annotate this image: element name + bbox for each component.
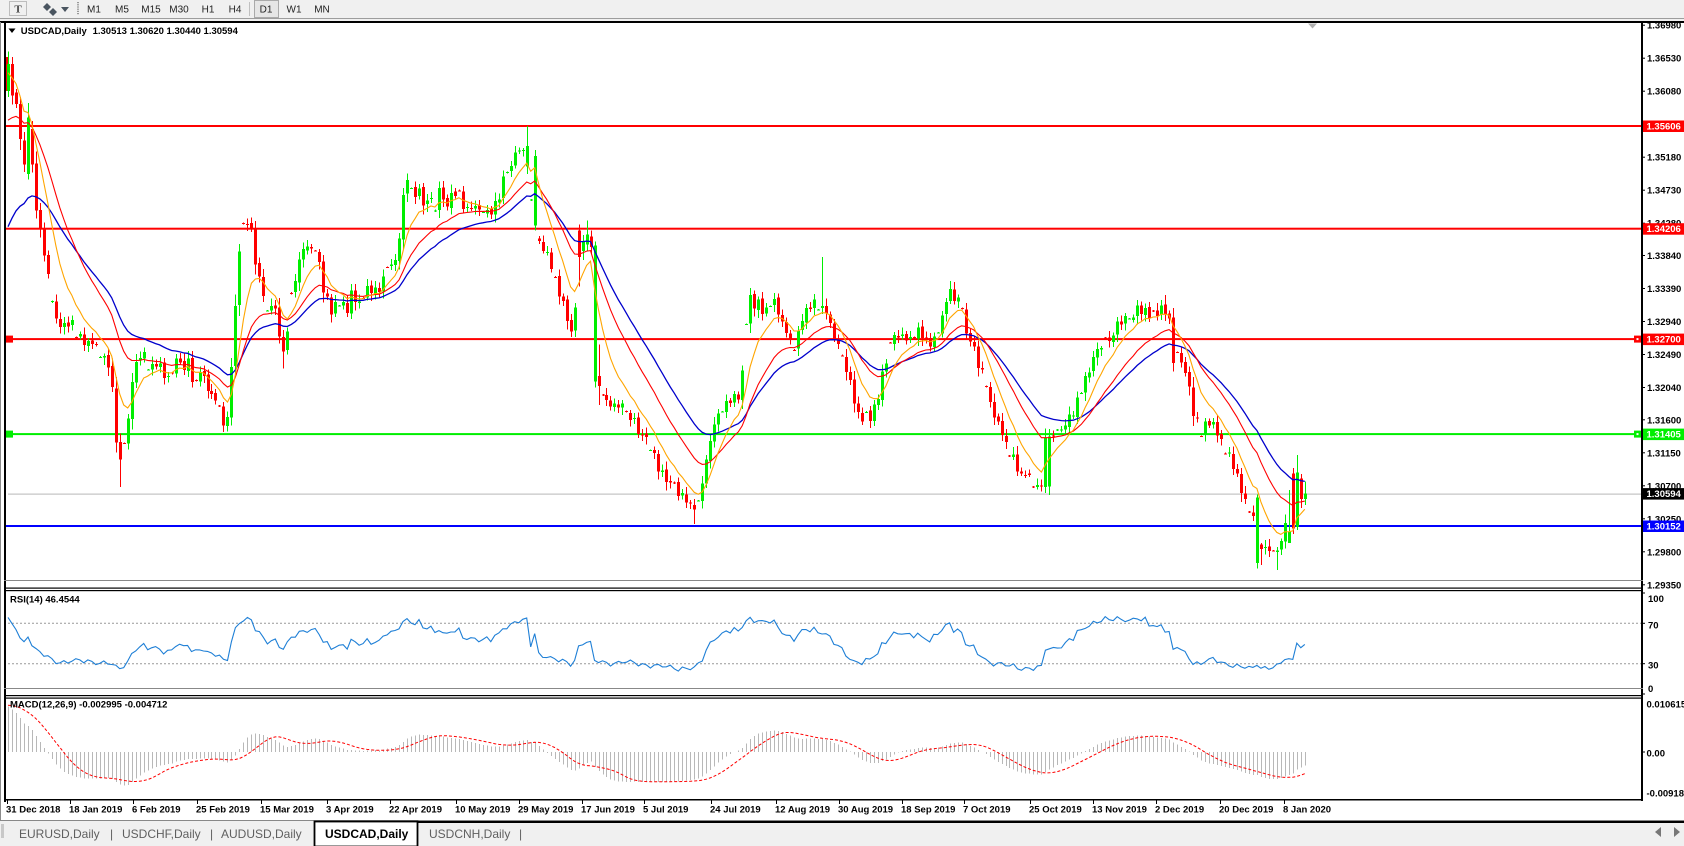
- svg-text:RSI(14) 46.4544: RSI(14) 46.4544: [10, 595, 80, 606]
- svg-text:0: 0: [1648, 684, 1653, 695]
- svg-text:|: |: [210, 827, 213, 841]
- svg-text:10 May 2019: 10 May 2019: [455, 805, 510, 816]
- svg-text:1.32700: 1.32700: [1647, 335, 1681, 346]
- svg-text:1.32490: 1.32490: [1647, 350, 1681, 361]
- svg-text:1.32940: 1.32940: [1647, 317, 1681, 328]
- svg-text:MACD(12,26,9) -0.002995 -0.004: MACD(12,26,9) -0.002995 -0.004712: [10, 700, 167, 711]
- svg-text:2 Dec 2019: 2 Dec 2019: [1155, 805, 1204, 816]
- svg-text:18 Sep 2019: 18 Sep 2019: [901, 805, 955, 816]
- svg-text:24 Jul 2019: 24 Jul 2019: [710, 805, 761, 816]
- svg-text:1.32040: 1.32040: [1647, 383, 1681, 394]
- svg-text:M1: M1: [87, 5, 101, 16]
- svg-text:AUDUSD,Daily: AUDUSD,Daily: [221, 827, 302, 841]
- svg-text:18 Jan 2019: 18 Jan 2019: [69, 805, 122, 816]
- svg-text:M5: M5: [115, 5, 129, 16]
- svg-text:1.35180: 1.35180: [1647, 153, 1681, 164]
- svg-text:8 Jan 2020: 8 Jan 2020: [1283, 805, 1331, 816]
- svg-text:H4: H4: [229, 5, 242, 16]
- svg-text:|: |: [519, 827, 522, 841]
- svg-text:1.30700: 1.30700: [1647, 481, 1681, 492]
- svg-text:1.34730: 1.34730: [1647, 186, 1681, 197]
- svg-text:1.33390: 1.33390: [1647, 284, 1681, 295]
- svg-text:30 Aug 2019: 30 Aug 2019: [838, 805, 893, 816]
- svg-text:15 Mar 2019: 15 Mar 2019: [260, 805, 314, 816]
- svg-text:5 Jul 2019: 5 Jul 2019: [643, 805, 688, 816]
- svg-text:1.31600: 1.31600: [1647, 415, 1681, 426]
- svg-text:1.35606: 1.35606: [1647, 122, 1681, 133]
- svg-text:25 Oct 2019: 25 Oct 2019: [1029, 805, 1082, 816]
- svg-text:1.30152: 1.30152: [1647, 522, 1681, 533]
- svg-text:MN: MN: [314, 5, 330, 16]
- svg-text:1.36980: 1.36980: [1647, 21, 1681, 32]
- svg-text:20 Dec 2019: 20 Dec 2019: [1219, 805, 1273, 816]
- svg-text:1.30513 1.30620 1.30440 1.3059: 1.30513 1.30620 1.30440 1.30594: [93, 26, 239, 37]
- svg-text:0.00: 0.00: [1647, 749, 1666, 760]
- svg-text:D1: D1: [260, 5, 273, 16]
- svg-text:3 Apr 2019: 3 Apr 2019: [326, 805, 374, 816]
- svg-text:100: 100: [1648, 594, 1664, 605]
- svg-text:70: 70: [1648, 621, 1659, 632]
- svg-text:13 Nov 2019: 13 Nov 2019: [1092, 805, 1147, 816]
- svg-text:1.33840: 1.33840: [1647, 251, 1681, 262]
- svg-text:7 Oct 2019: 7 Oct 2019: [963, 805, 1011, 816]
- svg-text:USDCHF,Daily: USDCHF,Daily: [122, 827, 201, 841]
- svg-text:USDCAD,Daily: USDCAD,Daily: [325, 827, 409, 841]
- svg-text:12 Aug 2019: 12 Aug 2019: [775, 805, 830, 816]
- svg-text:6 Feb 2019: 6 Feb 2019: [132, 805, 181, 816]
- svg-text:1.31405: 1.31405: [1647, 430, 1682, 441]
- svg-text:W1: W1: [287, 5, 302, 16]
- svg-text:-0.009181: -0.009181: [1647, 789, 1684, 800]
- svg-text:0.010615: 0.010615: [1647, 700, 1684, 711]
- svg-text:1.36530: 1.36530: [1647, 54, 1681, 65]
- svg-text:EURUSD,Daily: EURUSD,Daily: [19, 827, 100, 841]
- svg-text:1.29800: 1.29800: [1647, 547, 1681, 558]
- svg-text:25 Feb 2019: 25 Feb 2019: [196, 805, 250, 816]
- svg-text:1.29350: 1.29350: [1647, 580, 1681, 591]
- svg-text:T: T: [14, 4, 22, 16]
- svg-text:31 Dec 2018: 31 Dec 2018: [6, 805, 60, 816]
- svg-text:30: 30: [1648, 661, 1659, 672]
- svg-text:USDCNH,Daily: USDCNH,Daily: [429, 827, 510, 841]
- svg-text:1.34206: 1.34206: [1647, 224, 1681, 235]
- svg-text:|: |: [110, 827, 113, 841]
- svg-text:H1: H1: [202, 5, 215, 16]
- svg-text:1.36080: 1.36080: [1647, 87, 1681, 98]
- svg-text:M30: M30: [169, 5, 189, 16]
- svg-text:M15: M15: [141, 5, 161, 16]
- svg-text:17 Jun 2019: 17 Jun 2019: [581, 805, 635, 816]
- svg-text:1.31150: 1.31150: [1647, 448, 1681, 459]
- svg-text:USDCAD,Daily: USDCAD,Daily: [21, 26, 88, 37]
- svg-text:22 Apr 2019: 22 Apr 2019: [389, 805, 442, 816]
- svg-text:1.30250: 1.30250: [1647, 514, 1681, 525]
- svg-text:1.30594: 1.30594: [1647, 489, 1682, 500]
- svg-text:29 May 2019: 29 May 2019: [518, 805, 573, 816]
